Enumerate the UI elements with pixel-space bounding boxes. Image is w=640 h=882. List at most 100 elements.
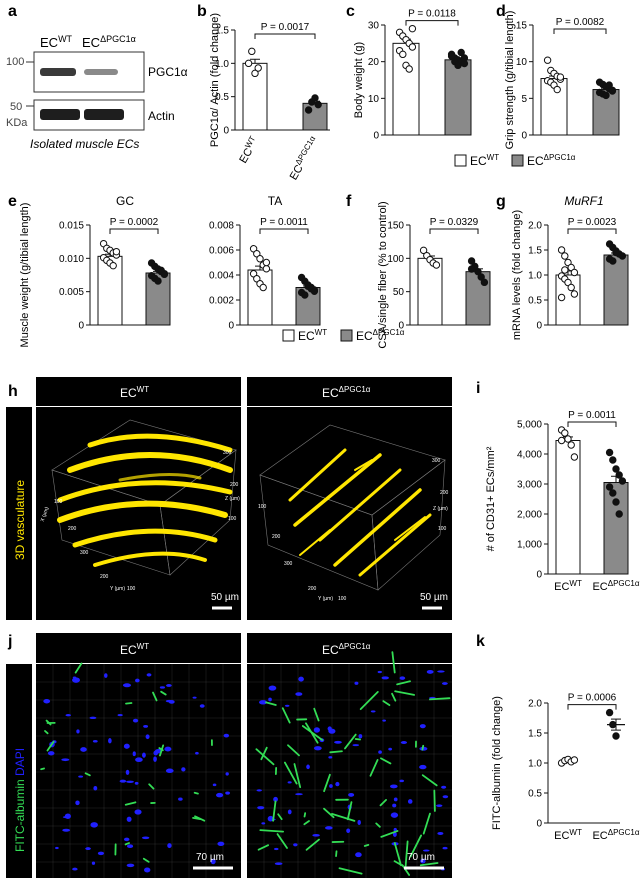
chart-i: 0 1,000 2,000 3,000 4,000 5,000 # of CD31+ ECs… [485,410,640,593]
dapi-nucleus [324,826,333,830]
dapi-nucleus [166,684,172,687]
data-point-wt [254,64,262,72]
y-axis-label: Grip strength (g/tibial length) [504,11,516,150]
svg-text:Z (µm): Z (µm) [433,506,448,512]
dapi-nucleus [122,683,132,688]
svg-text:200: 200 [230,482,239,488]
y-tick-label: 0.5 [528,296,542,307]
dapi-nucleus [192,696,197,699]
fitc-signal [382,700,391,707]
fitc-signal [404,840,409,867]
panel-h-header-ko: ECΔPGC1α [322,385,371,400]
blot-caption: Isolated muscle ECs [30,137,139,151]
data-point-ko [474,267,482,276]
data-point-wt [109,261,117,270]
dapi-nucleus [328,756,333,759]
fitc-signal [265,701,277,706]
y-axis-label: FITC-albumin (fold change) [491,696,503,830]
fitc-signal [433,789,436,812]
panel-letter-k: k [476,633,485,650]
dapi-nucleus [442,795,449,799]
data-point-ko [605,81,613,89]
data-point-wt [570,453,579,461]
svg-text:100: 100 [338,596,347,602]
data-point-ko [310,287,319,295]
dapi-nucleus [400,741,408,744]
data-point-ko [304,106,313,114]
dapi-nucleus [382,719,386,722]
dapi-nucleus [267,815,274,822]
svg-text:Z (µm): Z (µm) [225,496,240,502]
data-point-ko [467,265,476,273]
dapi-nucleus [146,673,152,677]
dapi-nucleus [123,743,130,749]
x-label-ko: ECΔPGC1α [592,828,639,842]
fitc-signal [391,651,396,674]
x-label-sup: WT [243,134,257,149]
dapi-nucleus [258,700,268,705]
dapi-nucleus [436,804,443,807]
data-point-wt [251,69,259,78]
dapi-nucleus [313,727,320,733]
svg-text:300: 300 [223,450,232,456]
dapi-nucleus [181,767,186,772]
svg-text:200: 200 [308,586,317,592]
panel-j-header-ko: ECΔPGC1α [322,642,371,657]
panel-h-header-wt-bar [36,377,241,406]
significance-bracket [109,228,159,234]
dapi-nucleus [399,779,405,783]
legend-low: ECWT ECΔPGC1α [282,328,405,343]
dapi-nucleus [273,796,278,802]
y-tick-label: 0.015 [59,221,84,232]
legend-low-ko-label: ECΔPGC1α [356,328,405,343]
y-tick-label: 3,000 [517,480,542,491]
panel-letter-c: c [346,3,355,20]
data-point-ko [608,86,617,94]
fitc-signal [375,822,381,828]
y-tick-label: 5,000 [517,420,542,431]
scale-label-h-wt: 50 µm [211,592,239,603]
p-value-label: P = 0.0118 [408,9,456,20]
legend-mid-wt-label: ECWT [470,153,499,168]
significance-bracket [567,421,617,427]
dapi-nucleus [92,739,98,743]
fitc-signal [380,830,399,838]
fitc-signal [303,812,307,818]
blot-label-actin: Actin [148,109,175,123]
fitc-signal [396,680,411,686]
legend-low-wt-swatch [282,329,295,342]
fitc-image-ko [247,664,452,878]
y-tick-label: 1.5 [215,26,229,37]
y-axis-label: mRNA levels (fold change) [511,210,523,340]
legend-low-ko-swatch [340,329,353,342]
dapi-nucleus [72,677,80,683]
dapi-nucleus [261,822,266,825]
p-value-label: P = 0.0082 [556,17,605,28]
blot-actin-band-wt [40,109,80,120]
blot-header-wt: ECWT [40,34,73,50]
scale-label-j-ko: 70 µm [407,852,435,863]
fitc-signal [429,697,451,701]
dapi-nucleus [144,867,151,873]
panel-j-images: ECWT ECΔPGC1α FITC-albumin DAPI 70 µm 70… [6,633,452,878]
bar-wt [247,269,273,326]
fitc-signal [142,857,150,863]
dapi-nucleus [134,809,142,815]
fitc-signal [257,844,270,851]
x-label-sup: WT [569,828,582,837]
p-value-label: P = 0.0011 [260,217,308,228]
y-tick-label: 0.002 [209,296,234,307]
fitc-signal [74,662,83,674]
data-point-wt [419,246,428,255]
fitc-signal [338,867,363,875]
dapi-nucleus [167,843,172,849]
fitc-signal [194,815,206,822]
panel-letter-h: h [8,383,18,400]
fitc-signal [272,800,277,822]
significance-bracket [254,33,316,39]
data-point-ko [605,483,614,491]
dapi-nucleus [442,846,448,850]
data-point-ko [612,732,620,740]
fitc-signal [379,799,387,807]
